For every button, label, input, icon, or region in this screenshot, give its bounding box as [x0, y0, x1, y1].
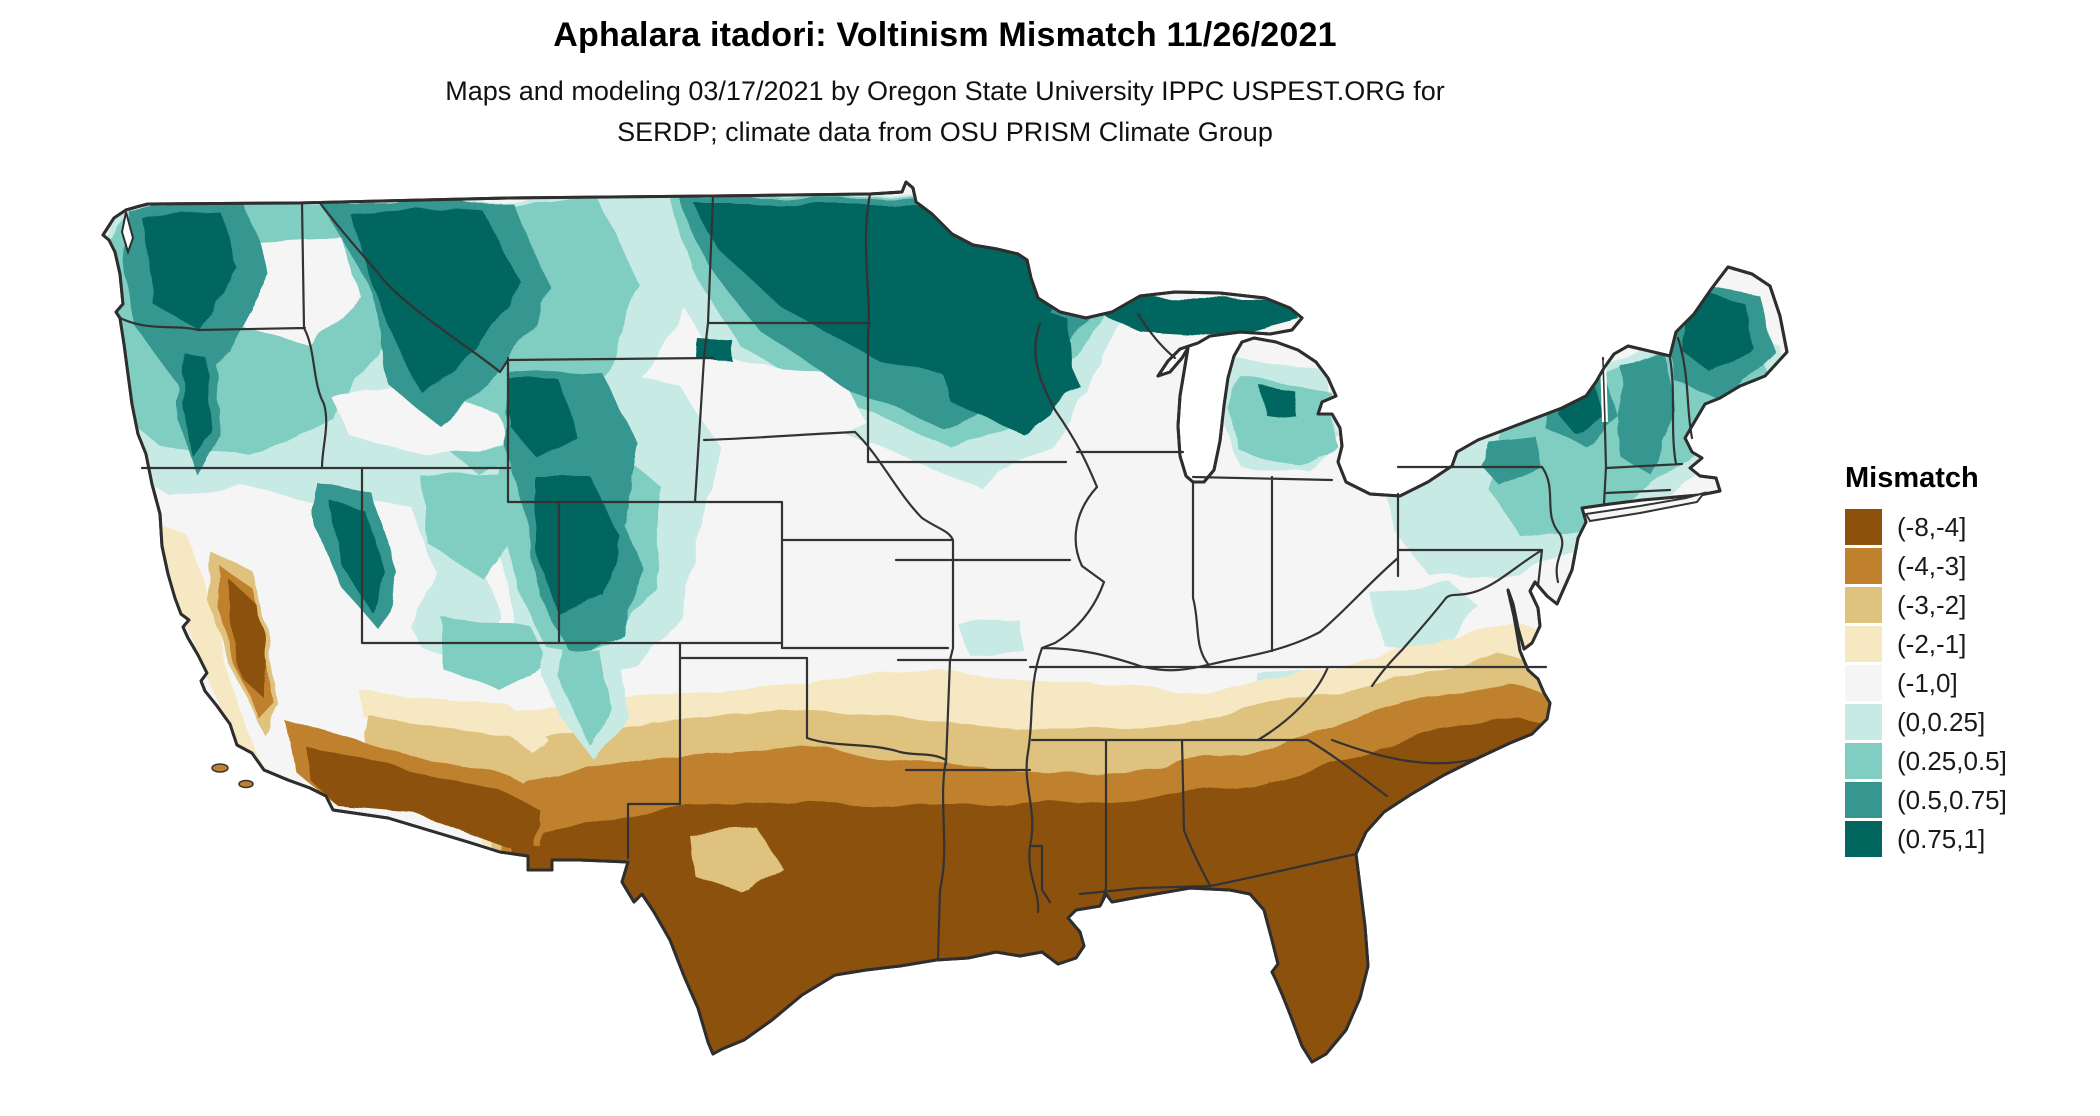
long-island	[1584, 491, 1707, 523]
legend-item: (0,0.25]	[1845, 704, 2007, 740]
legend-item-label: (0.5,0.75]	[1897, 784, 2007, 815]
legend-item: (0.25,0.5]	[1845, 743, 2007, 779]
legend-item-label: (-2,-1]	[1897, 628, 1967, 659]
map-header: Aphalara itadori: Voltinism Mismatch 11/…	[0, 16, 1890, 152]
legend-item: (-8,-4]	[1845, 509, 2007, 545]
page-title: Aphalara itadori: Voltinism Mismatch 11/…	[553, 16, 1337, 54]
legend-item-label: (-4,-3]	[1897, 550, 1967, 581]
legend-swatch	[1845, 821, 1882, 857]
legend-swatch	[1845, 665, 1882, 701]
legend-swatch	[1845, 782, 1882, 818]
legend-item-label: (-3,-2]	[1897, 589, 1967, 620]
subtitle-line-2: SERDP; climate data from OSU PRISM Clima…	[617, 116, 1273, 147]
subtitle-line-1: Maps and modeling 03/17/2021 by Oregon S…	[445, 76, 1445, 106]
channel-island	[211, 763, 229, 773]
legend-items: (-8,-4] (-4,-3] (-3,-2] (-2,-1] (-1,0] (0,0.2…	[1845, 509, 2007, 857]
mismatch-raster	[103, 194, 1780, 1062]
legend-item: (0.5,0.75]	[1845, 782, 2007, 818]
legend-swatch	[1845, 704, 1882, 740]
map-container	[80, 146, 1800, 1076]
legend-item-label: (0.25,0.5]	[1897, 745, 2007, 776]
legend-title: Mismatch	[1845, 462, 1979, 494]
legend-swatch	[1845, 743, 1882, 779]
legend-swatch	[1845, 626, 1882, 662]
puget-sound	[120, 211, 135, 256]
legend-item-label: (-8,-4]	[1897, 511, 1967, 542]
legend: Mismatch (-8,-4] (-4,-3] (-3,-2] (-2,-1] (-1…	[1845, 462, 2007, 860]
legend-item: (-3,-2]	[1845, 587, 2007, 623]
us-outline-stroke	[101, 180, 1789, 1064]
state-borders	[118, 192, 1694, 960]
channel-island	[238, 779, 254, 789]
legend-item-label: (0,0.25]	[1897, 706, 1986, 737]
legend-item-label: (-1,0]	[1897, 667, 1958, 698]
legend-swatch	[1845, 587, 1882, 623]
us-mismatch-map	[101, 180, 1789, 1064]
legend-swatch	[1845, 509, 1882, 545]
legend-item: (-1,0]	[1845, 665, 2007, 701]
legend-item: (0.75,1]	[1845, 821, 2007, 857]
legend-swatch	[1845, 548, 1882, 584]
legend-item: (-2,-1]	[1845, 626, 2007, 662]
legend-item-label: (0.75,1]	[1897, 823, 1986, 854]
page-subtitle: Maps and modeling 03/17/2021 by Oregon S…	[0, 71, 1890, 152]
legend-item: (-4,-3]	[1845, 548, 2007, 584]
